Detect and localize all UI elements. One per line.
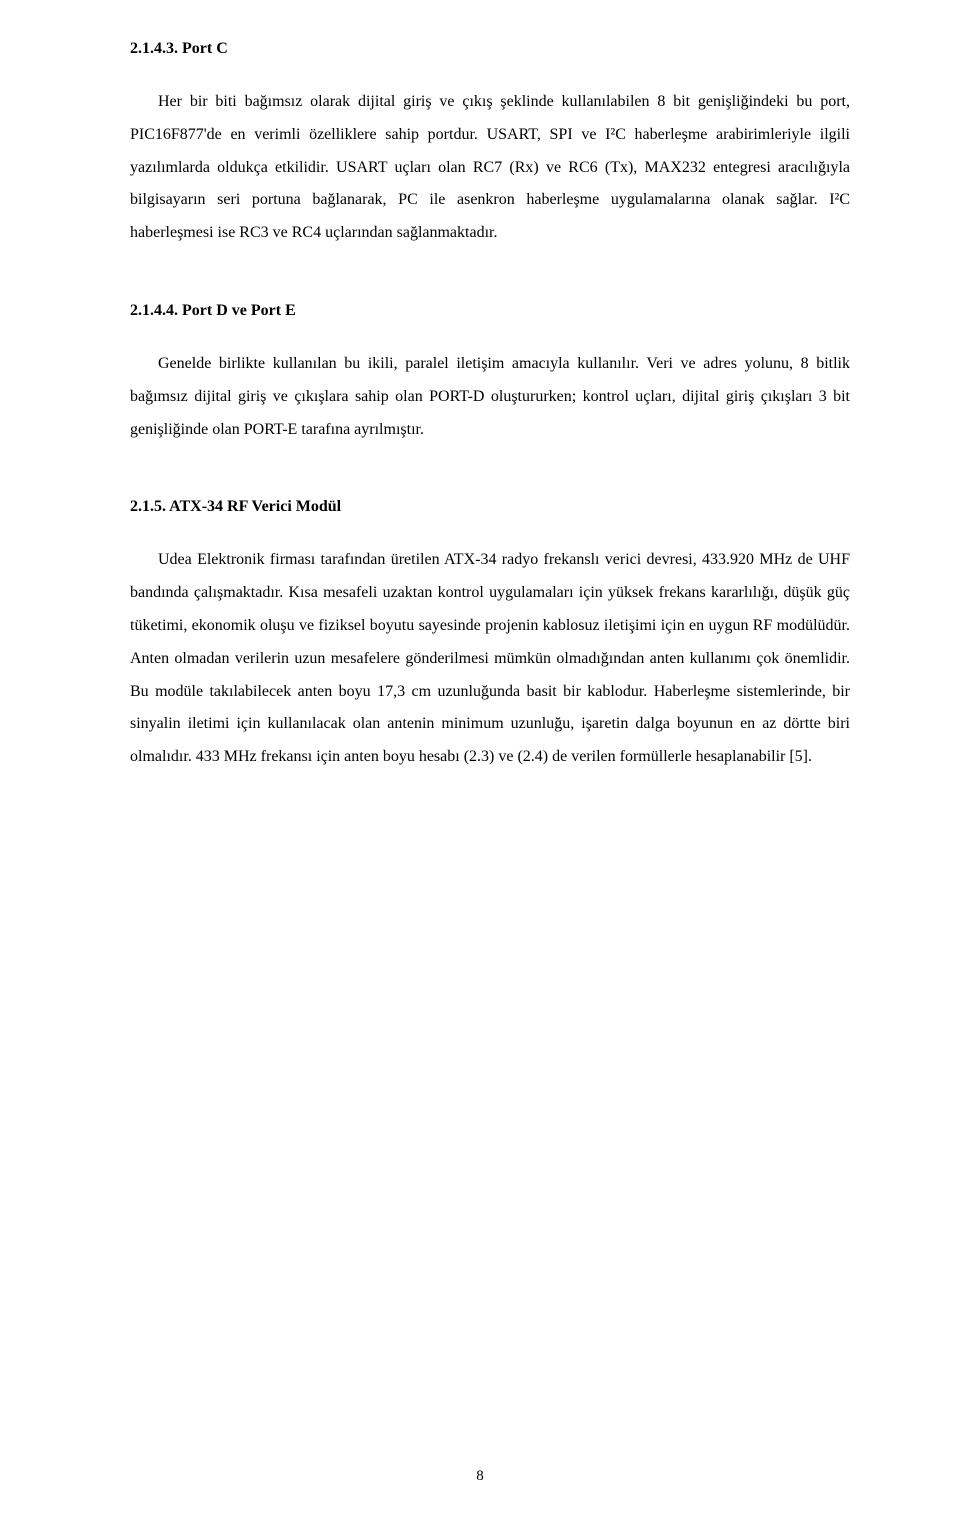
section-port-c: 2.1.4.3. Port C Her bir biti bağımsız ol… xyxy=(130,40,850,250)
page-number: 8 xyxy=(0,1468,960,1485)
heading-port-c: 2.1.4.3. Port C xyxy=(130,40,850,58)
paragraph-port-c: Her bir biti bağımsız olarak dijital gir… xyxy=(130,86,850,250)
paragraph-atx34: Udea Elektronik firması tarafından üreti… xyxy=(130,544,850,774)
section-port-d-e: 2.1.4.4. Port D ve Port E Genelde birlik… xyxy=(130,302,850,446)
section-atx34: 2.1.5. ATX-34 RF Verici Modül Udea Elekt… xyxy=(130,498,850,774)
heading-port-d-e: 2.1.4.4. Port D ve Port E xyxy=(130,302,850,320)
heading-atx34: 2.1.5. ATX-34 RF Verici Modül xyxy=(130,498,850,516)
paragraph-port-d-e: Genelde birlikte kullanılan bu ikili, pa… xyxy=(130,348,850,446)
